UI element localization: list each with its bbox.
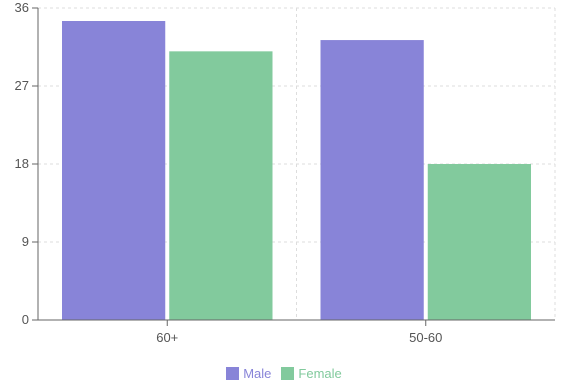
x-tick-label: 50-60 <box>409 330 442 345</box>
legend-label-female: Female <box>298 366 342 381</box>
legend-item-female[interactable]: Female <box>281 366 342 381</box>
bars <box>62 21 531 321</box>
y-tick-label: 36 <box>15 0 29 15</box>
legend-label-male: Male <box>243 366 272 381</box>
axes: 0 9 18 27 36 60+ 50-60 <box>15 0 555 345</box>
legend-swatch-female <box>281 367 295 380</box>
y-tick-label: 0 <box>22 312 29 327</box>
bar-male-0[interactable] <box>62 21 166 320</box>
x-tick-label: 60+ <box>156 330 178 345</box>
bar-female-1[interactable] <box>427 164 531 320</box>
y-tick-label: 27 <box>15 78 29 93</box>
legend-item-male[interactable]: Male <box>226 366 271 381</box>
y-tick-label: 9 <box>22 234 29 249</box>
bar-male-1[interactable] <box>320 40 424 321</box>
bar-female-0[interactable] <box>169 51 273 320</box>
legend-swatch-male <box>226 367 240 380</box>
y-tick-label: 18 <box>15 156 29 171</box>
legend: Male Female <box>0 366 568 381</box>
